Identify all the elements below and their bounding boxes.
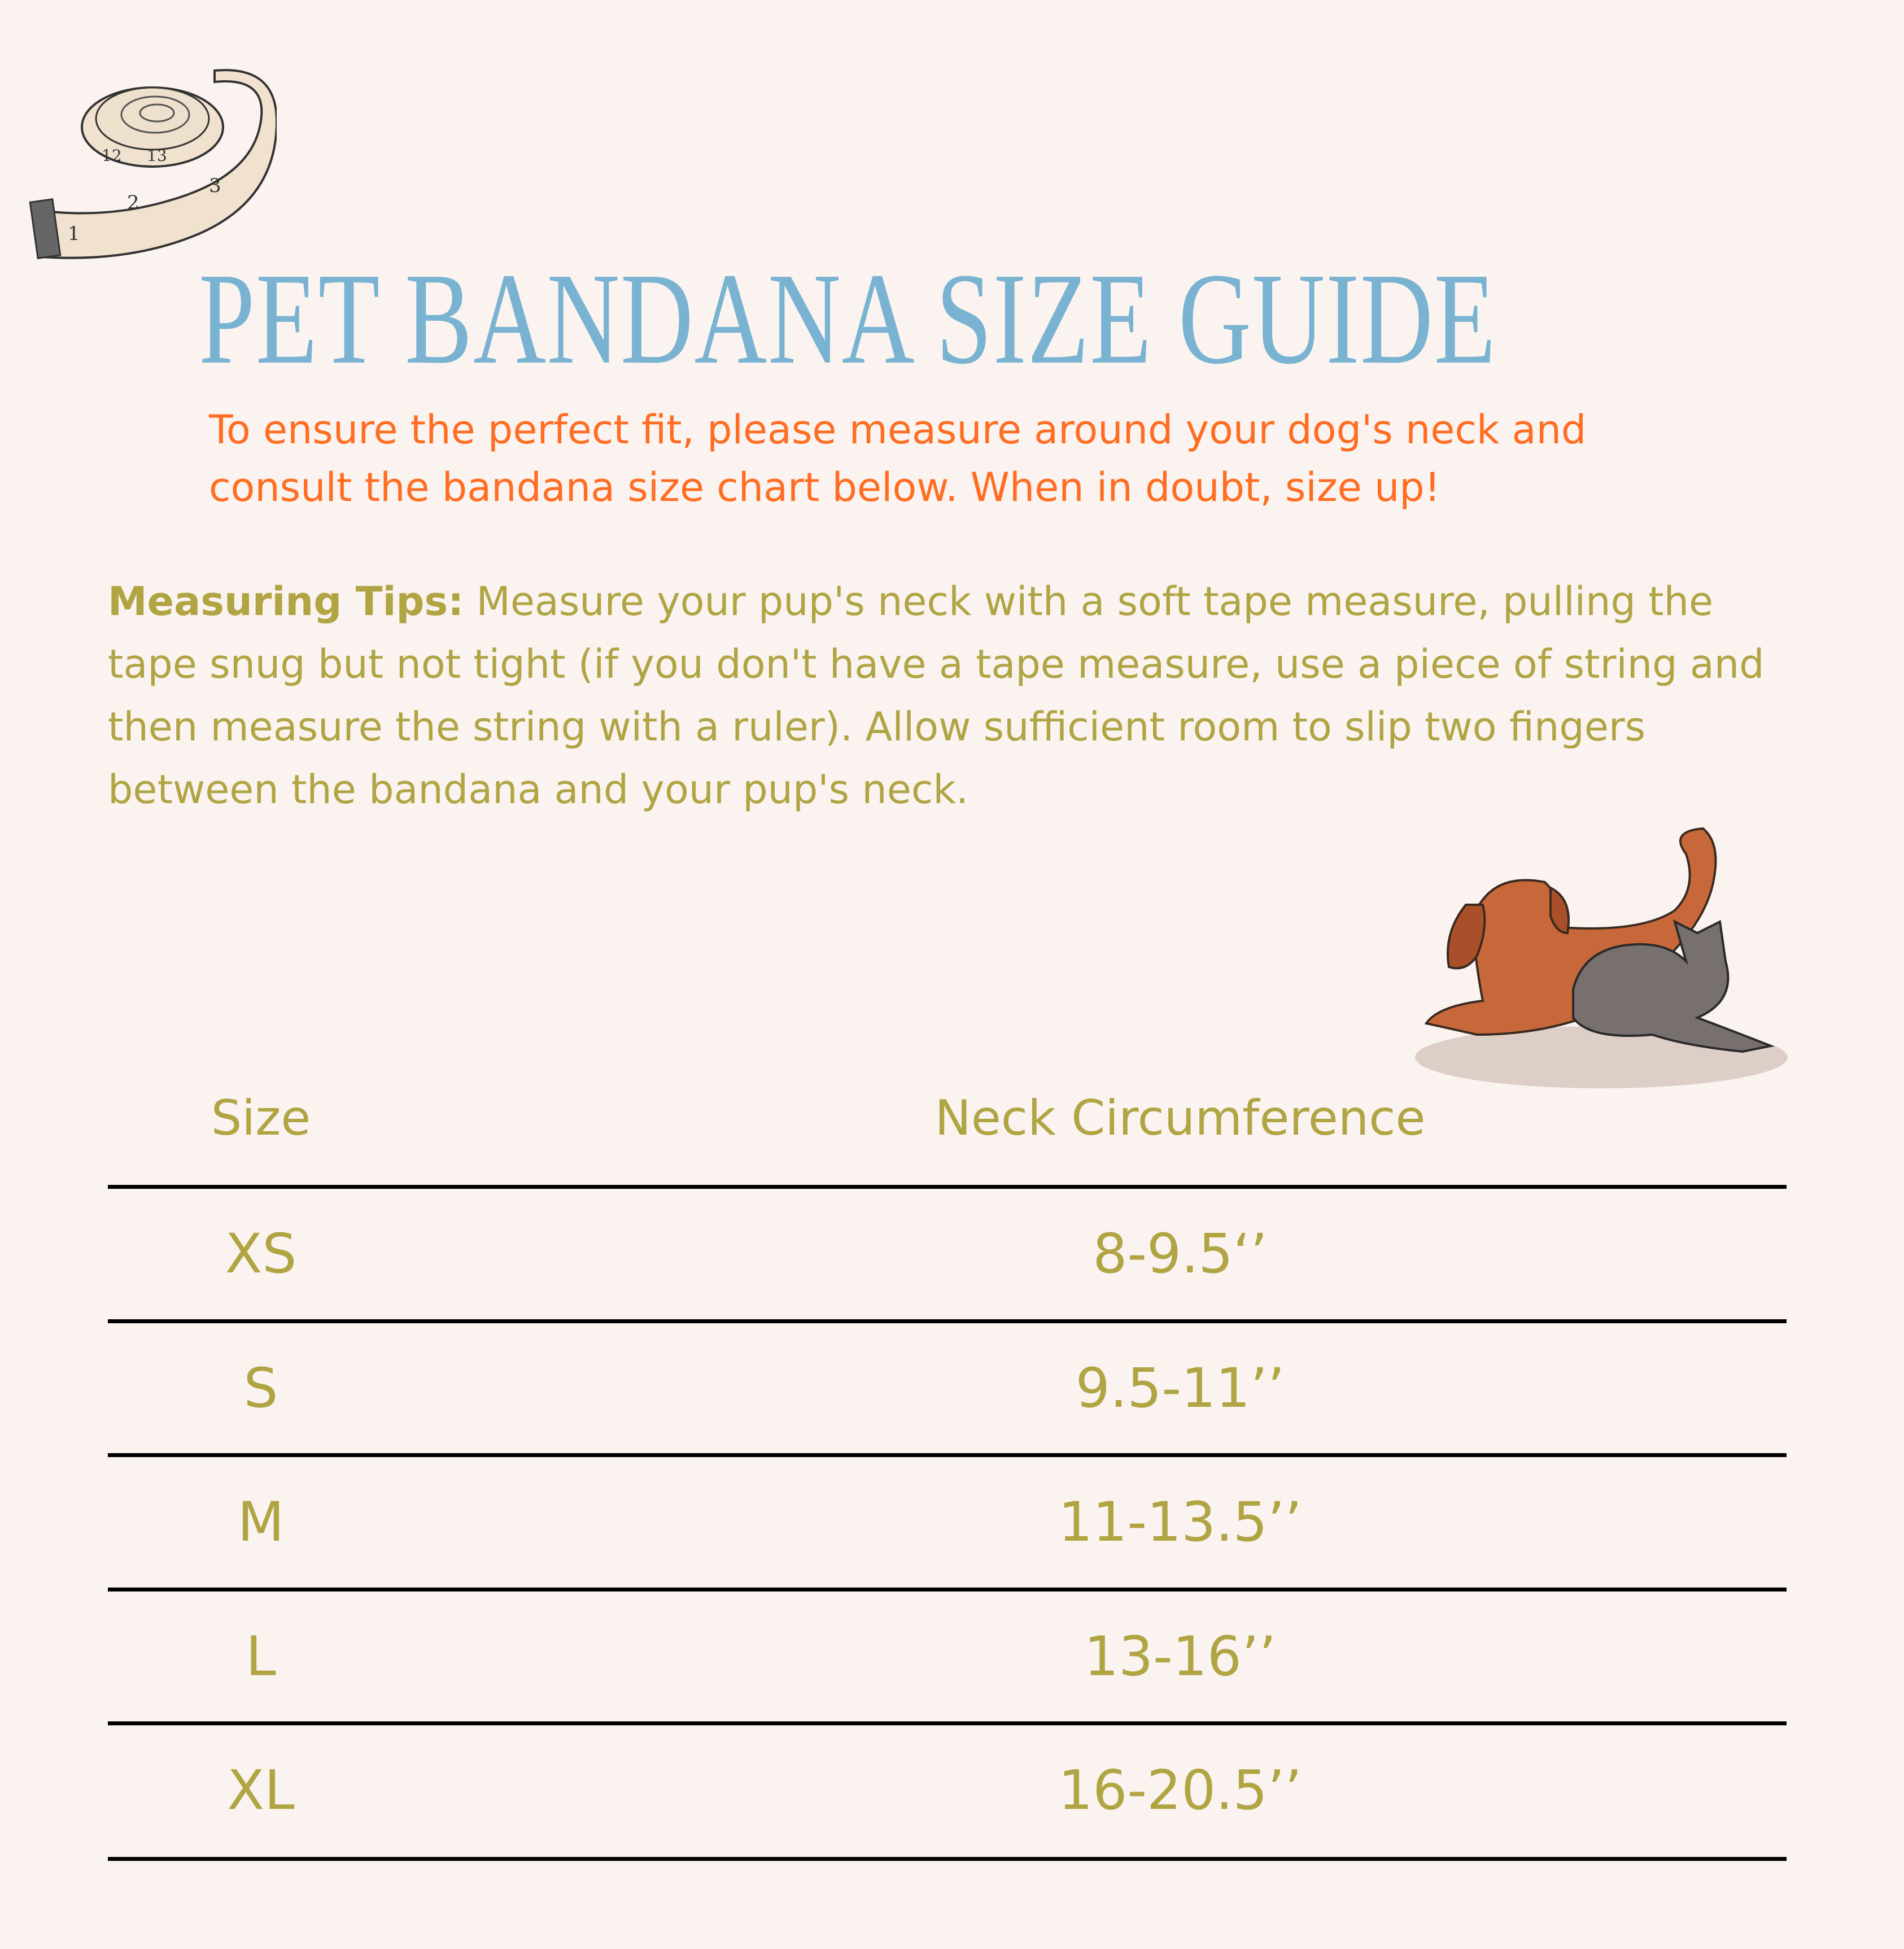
neck-cell: 8-9.5‘’ <box>1093 1222 1268 1285</box>
tape-number: 1 <box>68 223 80 245</box>
size-cell: M <box>237 1490 285 1554</box>
table-divider <box>108 1185 1787 1189</box>
tape-number: 13 <box>147 146 167 165</box>
tape-number: 3 <box>209 175 221 197</box>
tips-label: Measuring Tips: <box>108 578 464 625</box>
table-divider <box>108 1721 1787 1725</box>
size-cell: XS <box>225 1222 297 1285</box>
tips-text: Measure your pup's neck with a soft tape… <box>108 578 1765 813</box>
size-cell: XL <box>227 1759 295 1822</box>
tape-measure-icon: 1 2 3 12 13 <box>29 69 277 259</box>
page-title-text: PET BANDANA SIZE GUIDE <box>199 246 1497 391</box>
dog-and-cat-illustration <box>1415 827 1788 1088</box>
measuring-tips: Measuring Tips: Measure your pup's neck … <box>108 570 1796 821</box>
neck-cell: 11-13.5’’ <box>1058 1490 1302 1554</box>
table-divider <box>108 1588 1787 1592</box>
size-cell: S <box>243 1357 278 1420</box>
table-divider <box>108 1857 1787 1861</box>
neck-cell: 16-20.5’’ <box>1058 1759 1302 1822</box>
neck-cell: 13-16’’ <box>1084 1625 1276 1688</box>
column-header-size: Size <box>211 1090 311 1146</box>
neck-cell: 9.5-11’’ <box>1075 1357 1285 1420</box>
tape-number: 12 <box>102 146 122 165</box>
size-cell: L <box>246 1625 276 1688</box>
column-header-neck-circumference: Neck Circumference <box>934 1090 1426 1146</box>
intro-text: To ensure the perfect fit, please measur… <box>209 407 1587 511</box>
table-divider <box>108 1453 1787 1457</box>
tape-number: 2 <box>127 191 139 214</box>
page-title: PET BANDANA SIZE GUIDE <box>199 246 1678 391</box>
table-divider <box>108 1319 1787 1323</box>
